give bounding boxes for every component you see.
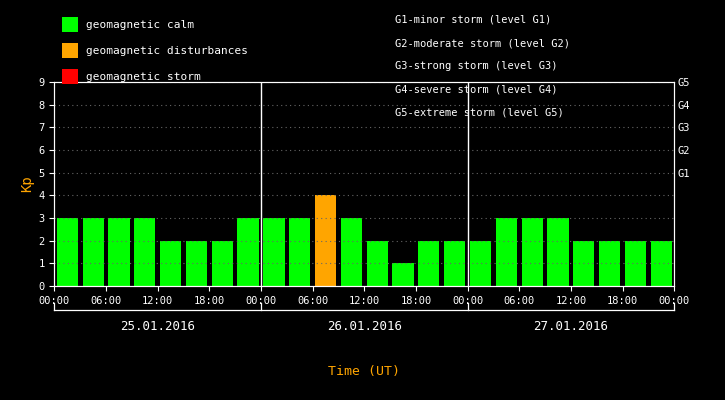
Text: geomagnetic storm: geomagnetic storm bbox=[86, 72, 201, 82]
Bar bbox=[212, 241, 233, 286]
Bar bbox=[444, 241, 465, 286]
Text: G1-minor storm (level G1): G1-minor storm (level G1) bbox=[395, 15, 552, 25]
Bar bbox=[186, 241, 207, 286]
Text: G4-severe storm (level G4): G4-severe storm (level G4) bbox=[395, 85, 558, 95]
Bar bbox=[599, 241, 621, 286]
Bar bbox=[108, 218, 130, 286]
Text: 25.01.2016: 25.01.2016 bbox=[120, 320, 195, 332]
Bar bbox=[367, 241, 388, 286]
Bar bbox=[651, 241, 672, 286]
Bar bbox=[238, 218, 259, 286]
Text: 26.01.2016: 26.01.2016 bbox=[327, 320, 402, 332]
Y-axis label: Kp: Kp bbox=[20, 176, 34, 192]
Bar bbox=[57, 218, 78, 286]
Bar bbox=[315, 195, 336, 286]
Text: geomagnetic disturbances: geomagnetic disturbances bbox=[86, 46, 248, 56]
Bar bbox=[263, 218, 284, 286]
Bar bbox=[160, 241, 181, 286]
Bar bbox=[625, 241, 646, 286]
Bar bbox=[289, 218, 310, 286]
Text: 27.01.2016: 27.01.2016 bbox=[534, 320, 608, 332]
Text: G5-extreme storm (level G5): G5-extreme storm (level G5) bbox=[395, 108, 564, 118]
Bar bbox=[521, 218, 543, 286]
Bar bbox=[547, 218, 568, 286]
Text: G3-strong storm (level G3): G3-strong storm (level G3) bbox=[395, 62, 558, 72]
Bar bbox=[418, 241, 439, 286]
Bar bbox=[392, 263, 414, 286]
Bar bbox=[83, 218, 104, 286]
Bar bbox=[496, 218, 517, 286]
Bar bbox=[134, 218, 155, 286]
Text: G2-moderate storm (level G2): G2-moderate storm (level G2) bbox=[395, 38, 570, 48]
Text: Time (UT): Time (UT) bbox=[328, 366, 400, 378]
Bar bbox=[341, 218, 362, 286]
Bar bbox=[573, 241, 594, 286]
Bar bbox=[470, 241, 491, 286]
Text: geomagnetic calm: geomagnetic calm bbox=[86, 20, 194, 30]
